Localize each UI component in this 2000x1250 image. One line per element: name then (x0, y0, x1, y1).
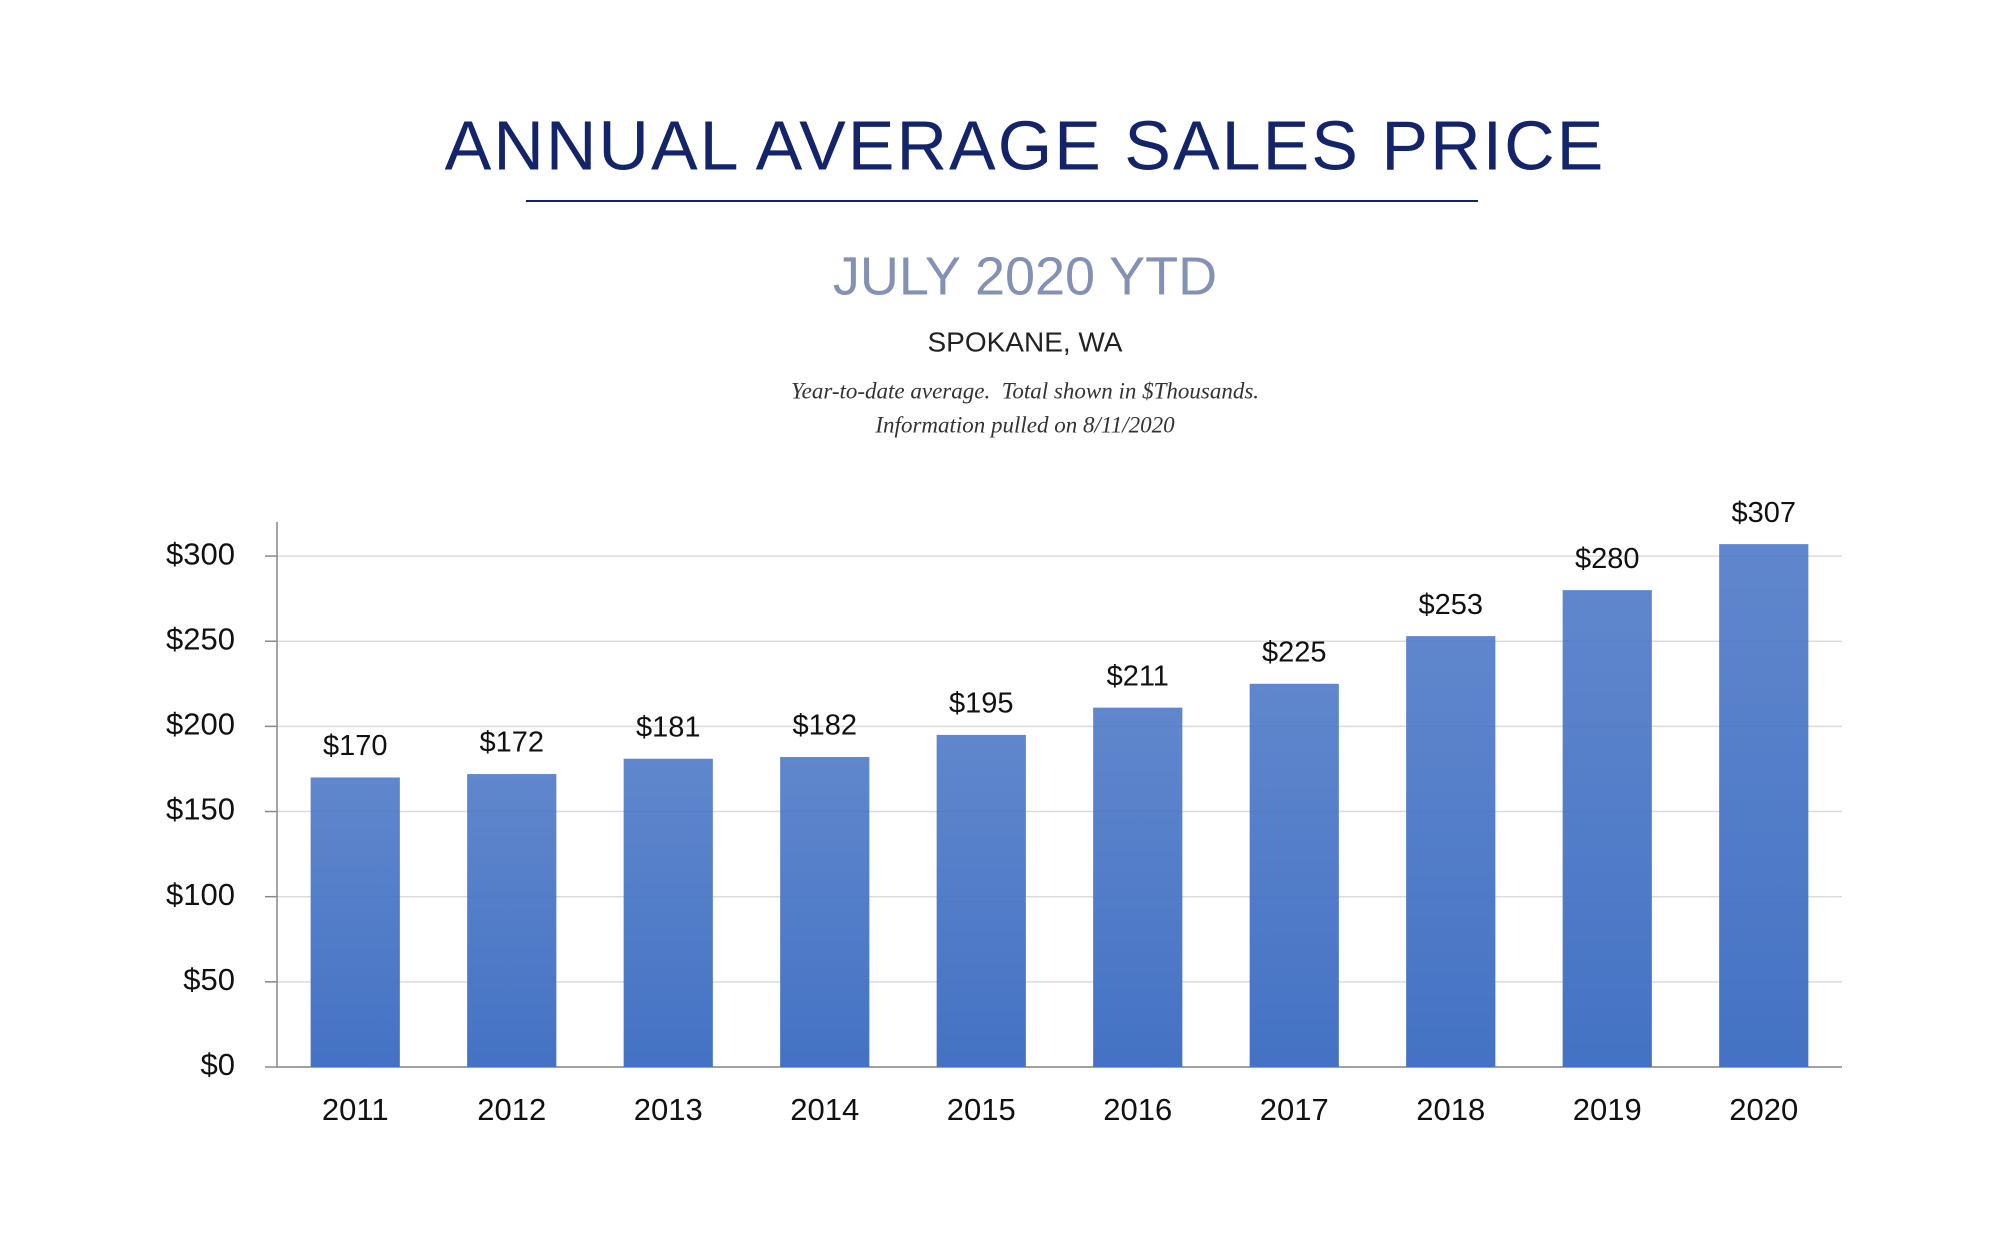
y-tick-label: $250 (166, 621, 235, 656)
y-tick-label: $0 (201, 1047, 235, 1082)
chart-subtitle: JULY 2020 YTD (833, 246, 1217, 306)
bar (1093, 707, 1183, 1067)
bar (1719, 544, 1809, 1067)
y-tick-label: $50 (183, 962, 235, 997)
y-tick-label: $100 (166, 877, 235, 912)
value-label: $253 (1418, 589, 1483, 621)
value-label: $307 (1731, 497, 1796, 529)
bar (1406, 636, 1496, 1067)
y-tick-label: $300 (166, 536, 235, 571)
value-label: $181 (636, 711, 701, 743)
location: SPOKANE, WA (927, 326, 1122, 357)
chart-title: ANNUAL AVERAGE SALES PRICE (445, 106, 1606, 184)
bar (467, 774, 557, 1067)
note: Year-to-date average. Total shown in $Th… (791, 378, 1259, 403)
bar (780, 757, 870, 1067)
x-tick-label: 2018 (1416, 1092, 1485, 1127)
value-label: $225 (1262, 636, 1327, 668)
bar (310, 777, 400, 1067)
x-tick-label: 2011 (322, 1092, 389, 1127)
x-tick-label: 2020 (1729, 1092, 1798, 1127)
value-label: $211 (1107, 660, 1169, 692)
y-tick-label: $150 (166, 792, 235, 827)
x-tick-label: 2017 (1260, 1092, 1329, 1127)
value-label: $195 (949, 688, 1014, 720)
value-label: $280 (1575, 543, 1640, 575)
bar (623, 758, 713, 1067)
x-tick-label: 2013 (634, 1092, 703, 1127)
x-tick-label: 2014 (790, 1092, 859, 1127)
x-tick-label: 2016 (1103, 1092, 1172, 1127)
bar (1562, 590, 1652, 1067)
value-label: $172 (479, 727, 544, 759)
bar (936, 734, 1026, 1067)
value-label: $170 (323, 730, 388, 762)
y-tick-label: $200 (166, 707, 235, 742)
x-tick-label: 2012 (477, 1092, 546, 1127)
x-tick-label: 2015 (947, 1092, 1016, 1127)
value-label: $182 (792, 710, 857, 742)
bar (1249, 683, 1339, 1067)
x-tick-label: 2019 (1573, 1092, 1642, 1127)
note: Information pulled on 8/11/2020 (874, 412, 1175, 437)
